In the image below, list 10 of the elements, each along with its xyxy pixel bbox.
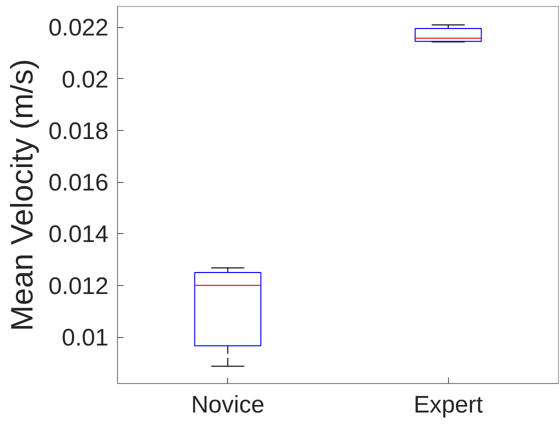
y-tick-label: 0.012 — [48, 272, 109, 300]
x-tick-label: Expert — [414, 392, 484, 418]
y-tick-label: 0.022 — [48, 14, 109, 42]
x-tick-label: Novice — [191, 392, 264, 418]
y-tick-label: 0.018 — [48, 118, 109, 145]
y-axis-title: Mean Velocity (m/s) — [4, 58, 40, 332]
y-tick-label: 0.01 — [62, 324, 109, 352]
y-tick-label: 0.02 — [62, 66, 109, 94]
y-tick-label: 0.016 — [48, 170, 109, 197]
y-tick-label: 0.014 — [48, 221, 109, 248]
